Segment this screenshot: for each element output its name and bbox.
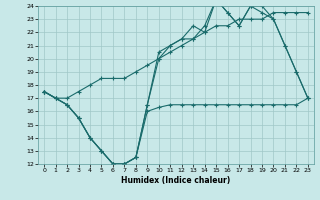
X-axis label: Humidex (Indice chaleur): Humidex (Indice chaleur): [121, 176, 231, 185]
